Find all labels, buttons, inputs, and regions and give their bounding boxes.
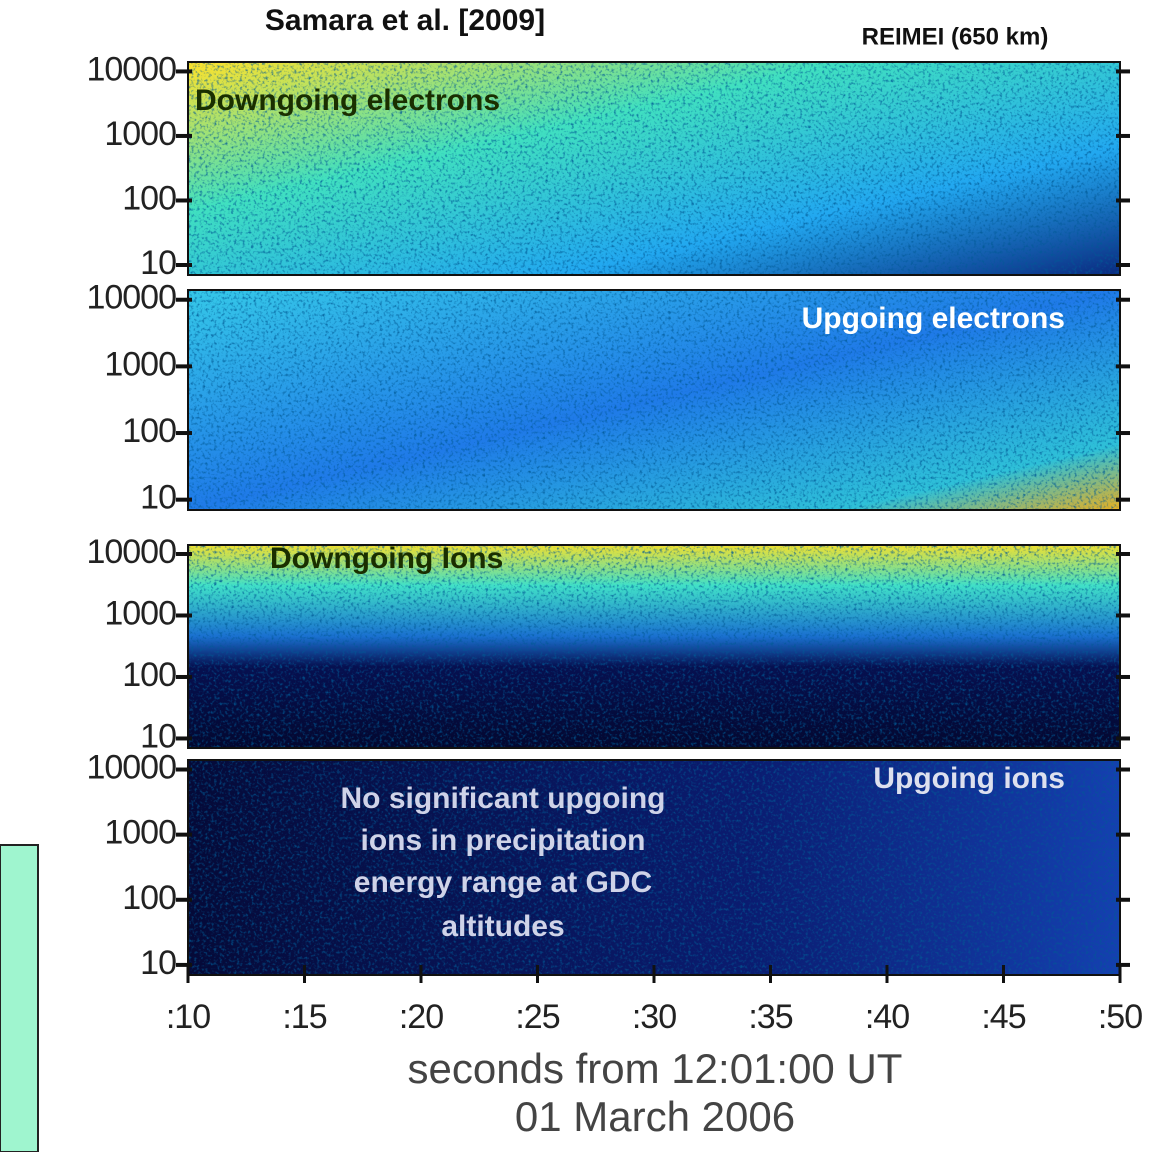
x-axis-label: 01 March 2006 (515, 1093, 795, 1140)
x-tick-label: :30 (632, 998, 676, 1036)
y-tick-label: 100 (122, 412, 176, 450)
y-tick-label: 100 (122, 179, 176, 217)
y-tick-label: 1000 (104, 594, 176, 632)
panel-annotation: Downgoing electrons (195, 84, 500, 117)
y-tick-label: 10 (140, 244, 176, 282)
panel-annotation: Downgoing Ions (270, 542, 503, 575)
figure-subtitle: REIMEI (650 km) (862, 23, 1049, 50)
spectrogram-texture (188, 290, 1120, 510)
side-box (0, 844, 39, 1152)
y-tick-label: 1000 (104, 814, 176, 852)
y-tick-label: 10 (140, 717, 176, 755)
spectrogram-texture (188, 62, 1120, 275)
x-tick-label: :20 (399, 998, 443, 1036)
y-tick-label: 100 (122, 879, 176, 917)
panel-annotation: ions in precipitation (360, 824, 645, 857)
y-tick-label: 1000 (104, 115, 176, 153)
y-tick-label: 10000 (86, 50, 176, 88)
panel-frame (187, 61, 1121, 276)
spectrogram-texture (188, 545, 1120, 748)
panel-annotation: energy range at GDC (354, 866, 652, 899)
spectrogram-texture (188, 760, 1120, 975)
x-tick-label: :10 (166, 998, 210, 1036)
panel-annotation: altitudes (441, 910, 564, 943)
panel-frame (187, 289, 1121, 511)
figure-title: Samara et al. [2009] (265, 4, 545, 37)
y-tick-label: 10 (140, 944, 176, 982)
panel-frame (187, 544, 1121, 749)
panel-annotation: No significant upgoing (341, 782, 666, 815)
x-tick-label: :40 (865, 998, 909, 1036)
x-axis-label: seconds from 12:01:00 UT (408, 1045, 903, 1092)
y-tick-label: 100 (122, 656, 176, 694)
x-tick-label: :15 (282, 998, 326, 1036)
y-tick-label: 1000 (104, 345, 176, 383)
y-tick-label: 10 (140, 479, 176, 517)
x-tick-label: :45 (981, 998, 1025, 1036)
y-tick-label: 10000 (86, 749, 176, 787)
panel-annotation: Upgoing electrons (802, 302, 1065, 335)
y-tick-label: 10000 (86, 533, 176, 571)
x-tick-label: :50 (1098, 998, 1142, 1036)
x-tick-label: :25 (515, 998, 559, 1036)
x-tick-label: :35 (748, 998, 792, 1036)
y-tick-label: 10000 (86, 279, 176, 317)
panel-annotation: Upgoing ions (873, 762, 1065, 795)
